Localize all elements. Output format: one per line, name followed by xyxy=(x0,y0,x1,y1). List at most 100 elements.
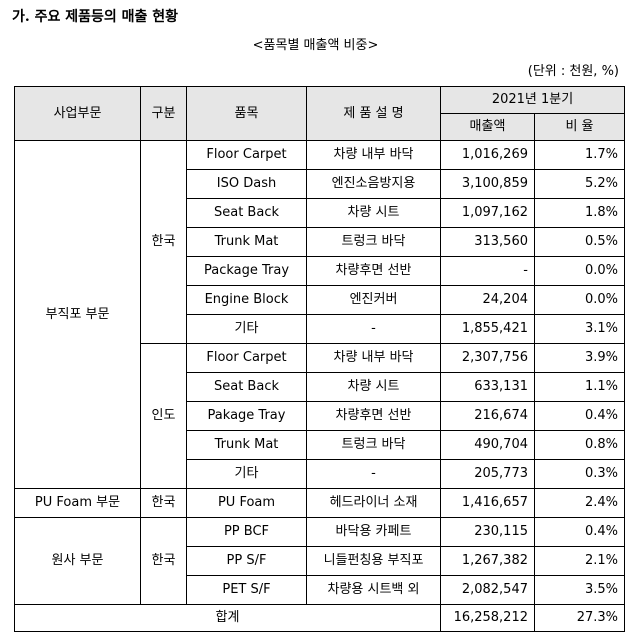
description-cell: 차량후면 선반 xyxy=(306,401,441,431)
sales-cell: 1,016,269 xyxy=(440,140,535,170)
sales-cell: 3,100,859 xyxy=(440,169,535,199)
description-cell: 차량용 시트백 외 xyxy=(306,575,441,605)
item-cell: PET S/F xyxy=(186,575,307,605)
table-row: 부직포 부문 한국 Floor Carpet 차량 내부 바닥 1,016,269 1.7… xyxy=(14,140,625,489)
description-cell: 니들펀칭용 부직포 xyxy=(306,546,441,576)
region-cell: 인도 xyxy=(140,343,187,489)
ratio-cell: 0.8% xyxy=(534,430,625,460)
sales-cell: 313,560 xyxy=(440,227,535,257)
table-body: 부직포 부문 한국 Floor Carpet 차량 내부 바닥 1,016,269 1.7… xyxy=(14,140,625,632)
region-cell: 한국 xyxy=(140,140,187,344)
sales-cell: 2,082,547 xyxy=(440,575,535,605)
ratio-cell: 3.5% xyxy=(534,575,625,605)
table-row: PU Foam 부문 한국 PU Foam 헤드라이너 소재 1,416,657 2.4% xyxy=(14,488,625,518)
section-heading: 가. 주요 제품등의 매출 현황 xyxy=(12,9,179,25)
table-subtitle: <품목별 매출액 비중> xyxy=(252,38,379,53)
sales-cell: 1,416,657 xyxy=(440,488,535,518)
description-cell: 차량 내부 바닥 xyxy=(306,343,441,373)
ratio-cell: 0.0% xyxy=(534,285,625,315)
unit-note: (단위 : 천원, %) xyxy=(527,64,619,79)
ratio-cell: 2.1% xyxy=(534,546,625,576)
ratio-cell: 1.8% xyxy=(534,198,625,228)
header-division: 사업부문 xyxy=(14,86,141,141)
header-region: 구분 xyxy=(140,86,187,141)
sales-cell: 205,773 xyxy=(440,459,535,489)
ratio-cell: 0.3% xyxy=(534,459,625,489)
table-row: 인도 Floor Carpet 차량 내부 바닥 2,307,756 3.9% xyxy=(15,343,625,489)
sales-cell: 633,131 xyxy=(440,372,535,402)
item-cell: PU Foam xyxy=(186,488,307,518)
item-cell: Floor Carpet xyxy=(186,140,307,170)
description-cell: 차량 시트 xyxy=(306,198,441,228)
ratio-cell: 2.4% xyxy=(534,488,625,518)
description-cell: 엔진소음방지용 xyxy=(306,169,441,199)
item-cell: PP BCF xyxy=(186,517,307,547)
sales-cell: 230,115 xyxy=(440,517,535,547)
table-row: 기타 -205,773 0.3% xyxy=(15,459,625,489)
item-cell: Pakage Tray xyxy=(186,401,307,431)
description-cell: 트렁크 바닥 xyxy=(306,430,441,460)
region-cell: 한국 xyxy=(140,517,187,605)
table-row: Seat Back 차량 시트 1,097,162 1.8% xyxy=(15,198,625,228)
ratio-cell: 0.5% xyxy=(534,227,625,257)
table-row: Engine Block 엔진커버 24,204 0.0% xyxy=(15,285,625,315)
header-description: 제 품 설 명 xyxy=(306,86,441,141)
item-cell: Trunk Mat xyxy=(186,227,307,257)
description-cell: 차량 시트 xyxy=(306,372,441,402)
item-cell: 기타 xyxy=(186,459,307,489)
table-row: ISO Dash 엔진소음방지용 3,100,859 5.2% xyxy=(15,169,625,199)
ratio-cell: 0.4% xyxy=(534,517,625,547)
header-ratio: 비 율 xyxy=(534,113,625,141)
description-cell: 엔진커버 xyxy=(306,285,441,315)
table-row: Trunk Mat 트렁크 바닥 313,560 0.5% xyxy=(15,227,625,257)
ratio-cell: 0.0% xyxy=(534,256,625,286)
table-row: 원사 부문 한국 PP BCF 바닥용 카페트 230,115 0.4% xyxy=(14,517,625,605)
description-cell: 차량 내부 바닥 xyxy=(306,140,441,170)
ratio-cell: 1.1% xyxy=(534,372,625,402)
header-sales: 매출액 xyxy=(440,113,535,141)
total-ratio: 27.3% xyxy=(534,604,625,632)
division-cell: 원사 부문 xyxy=(14,517,141,605)
description-cell: 바닥용 카페트 xyxy=(306,517,441,547)
total-sales: 16,258,212 xyxy=(440,604,535,632)
sales-cell: 1,855,421 xyxy=(440,314,535,344)
item-cell: PP S/F xyxy=(186,546,307,576)
ratio-cell: 0.4% xyxy=(534,401,625,431)
description-cell: - xyxy=(306,314,441,344)
sales-table: 사업부문 구분 품목 제 품 설 명 2021년 1분기 매출액 비 율 부직포… xyxy=(14,86,625,632)
sales-cell: 2,307,756 xyxy=(440,343,535,373)
table-row: PET S/F 차량용 시트백 외 2,082,547 3.5% xyxy=(15,575,625,605)
total-row: 합계 16,258,212 27.3% xyxy=(14,604,625,632)
item-cell: ISO Dash xyxy=(186,169,307,199)
sales-cell: 490,704 xyxy=(440,430,535,460)
ratio-cell: 3.9% xyxy=(534,343,625,373)
sales-cell: 1,267,382 xyxy=(440,546,535,576)
header-period: 2021년 1분기 xyxy=(440,86,625,114)
item-cell: Seat Back xyxy=(186,372,307,402)
description-cell: - xyxy=(306,459,441,489)
item-cell: Engine Block xyxy=(186,285,307,315)
description-cell: 트렁크 바닥 xyxy=(306,227,441,257)
table-row: Seat Back 차량 시트 633,131 1.1% xyxy=(15,372,625,402)
header-item: 품목 xyxy=(186,86,307,141)
sales-cell: - xyxy=(440,256,535,286)
ratio-cell: 1.7% xyxy=(534,140,625,170)
item-cell: Floor Carpet xyxy=(186,343,307,373)
sales-cell: 24,204 xyxy=(440,285,535,315)
item-cell: Package Tray xyxy=(186,256,307,286)
item-cell: Seat Back xyxy=(186,198,307,228)
region-cell: 한국 xyxy=(140,488,187,518)
table-row: Trunk Mat 트렁크 바닥 490,704 0.8% xyxy=(15,430,625,460)
sales-cell: 216,674 xyxy=(440,401,535,431)
table-row: Pakage Tray 차량후면 선반 216,674 0.4% xyxy=(15,401,625,431)
description-cell: 헤드라이너 소재 xyxy=(306,488,441,518)
sales-cell: 1,097,162 xyxy=(440,198,535,228)
total-label: 합계 xyxy=(14,604,441,632)
item-cell: Trunk Mat xyxy=(186,430,307,460)
ratio-cell: 5.2% xyxy=(534,169,625,199)
division-cell: PU Foam 부문 xyxy=(14,488,141,518)
division-cell: 부직포 부문 xyxy=(14,140,141,489)
item-cell: 기타 xyxy=(186,314,307,344)
description-cell: 차량후면 선반 xyxy=(306,256,441,286)
ratio-cell: 3.1% xyxy=(534,314,625,344)
